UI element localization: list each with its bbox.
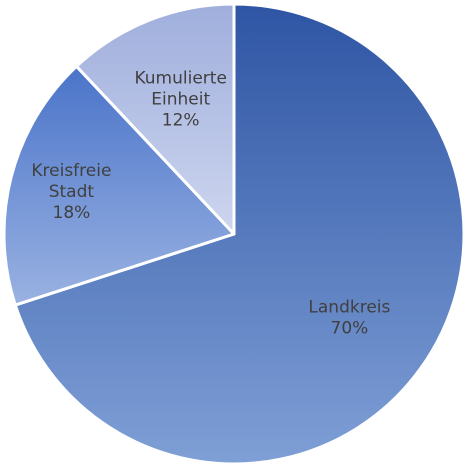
- slice-category-label: Kreisfreie: [31, 161, 111, 181]
- pie-slice-kreisfreie-stadt: [2, 64, 236, 307]
- slice-category-label: Kumulierte: [134, 68, 226, 88]
- slice-percent-label: 12%: [162, 110, 200, 130]
- pie-data-label-kreisfreie-stadt: Kreisfreie Stadt 18%: [31, 161, 111, 223]
- pie-data-label-landkreis: Landkreis 70%: [308, 297, 390, 338]
- pie-labels: Landkreis 70% Kreisfreie Stadt 18% Kumulierte…: [31, 68, 390, 338]
- pie-slice-kumulierte-einheit: [75, 2, 236, 236]
- slice-category-label: Landkreis: [308, 297, 390, 317]
- slice-percent-label: 70%: [331, 318, 369, 338]
- pie-slice-landkreis: [13, 2, 466, 466]
- slice-category-label: Stadt: [49, 182, 95, 202]
- pie-data-label-kumulierte-einheit: Kumulierte Einheit 12%: [134, 68, 226, 130]
- slice-percent-label: 18%: [53, 203, 91, 223]
- slice-category-label: Einheit: [151, 89, 210, 109]
